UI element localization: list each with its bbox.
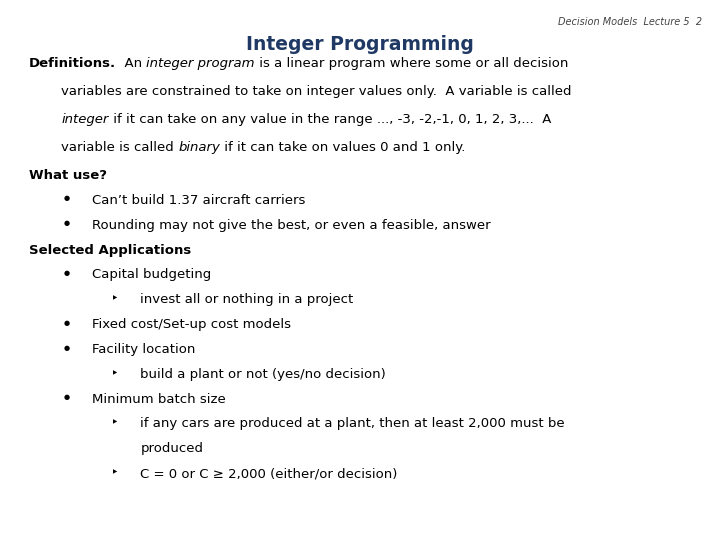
Text: Definitions.: Definitions.: [29, 57, 116, 70]
Text: is a linear program where some or all decision: is a linear program where some or all de…: [255, 57, 568, 70]
Text: ▶: ▶: [113, 295, 117, 300]
Text: ▶: ▶: [113, 370, 117, 375]
Text: Capital budgeting: Capital budgeting: [92, 268, 212, 281]
Text: ▶: ▶: [113, 469, 117, 474]
Text: ●: ●: [63, 320, 69, 326]
Text: Decision Models  Lecture 5  2: Decision Models Lecture 5 2: [558, 17, 702, 28]
Text: if it can take on values 0 and 1 only.: if it can take on values 0 and 1 only.: [220, 141, 465, 154]
Text: variables are constrained to take on integer values only.  A variable is called: variables are constrained to take on int…: [61, 85, 572, 98]
Text: Integer Programming: Integer Programming: [246, 35, 474, 54]
Text: build a plant or not (yes/no decision): build a plant or not (yes/no decision): [140, 368, 386, 381]
Text: if it can take on any value in the range ..., -3, -2,-1, 0, 1, 2, 3,...  A: if it can take on any value in the range…: [109, 113, 551, 126]
Text: Rounding may not give the best, or even a feasible, answer: Rounding may not give the best, or even …: [92, 219, 491, 232]
Text: Minimum batch size: Minimum batch size: [92, 393, 226, 406]
Text: ●: ●: [63, 394, 69, 400]
Text: binary: binary: [179, 141, 220, 154]
Text: Fixed cost/Set-up cost models: Fixed cost/Set-up cost models: [92, 318, 291, 331]
Text: An: An: [116, 57, 146, 70]
Text: C = 0 or C ≥ 2,000 (either/or decision): C = 0 or C ≥ 2,000 (either/or decision): [140, 467, 397, 480]
Text: integer: integer: [61, 113, 109, 126]
Text: Selected Applications: Selected Applications: [29, 244, 191, 256]
Text: invest all or nothing in a project: invest all or nothing in a project: [140, 293, 354, 306]
Text: ●: ●: [63, 220, 69, 226]
Text: produced: produced: [140, 442, 204, 455]
Text: ●: ●: [63, 345, 69, 350]
Text: variable is called: variable is called: [61, 141, 179, 154]
Text: Can’t build 1.37 aircraft carriers: Can’t build 1.37 aircraft carriers: [92, 194, 305, 207]
Text: if any cars are produced at a plant, then at least 2,000 must be: if any cars are produced at a plant, the…: [140, 417, 565, 430]
Text: What use?: What use?: [29, 169, 107, 182]
Text: ▶: ▶: [113, 420, 117, 424]
Text: ●: ●: [63, 195, 69, 201]
Text: ●: ●: [63, 270, 69, 276]
Text: Facility location: Facility location: [92, 343, 196, 356]
Text: integer program: integer program: [146, 57, 255, 70]
